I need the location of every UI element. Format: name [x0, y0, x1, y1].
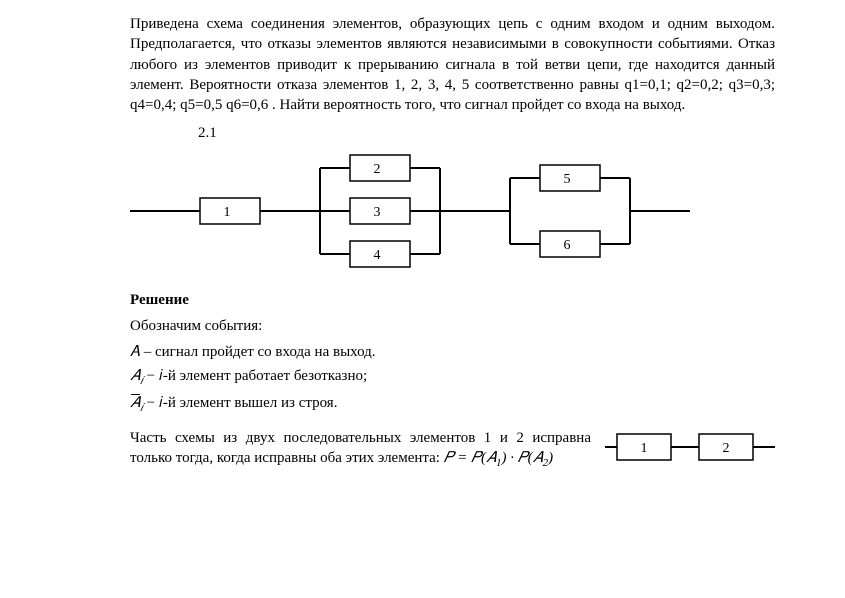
solution-heading: Решение [130, 290, 775, 310]
node-2-label: 2 [374, 162, 381, 177]
node-6-label: 6 [564, 238, 571, 253]
sym-A: 𝐴 [130, 368, 140, 384]
event-Ai-text: − 𝑖-й элемент работает безотказно; [143, 368, 367, 384]
mini-node-1-label: 1 [641, 441, 648, 456]
formula-mid: ) · 𝑃(𝐴 [502, 450, 543, 466]
node-3-label: 3 [374, 205, 381, 220]
series-mini-diagram: 1 2 [605, 432, 775, 462]
event-Ai-bar-text: − 𝑖-й элемент вышел из строя. [143, 395, 338, 411]
formula-end: ) [548, 450, 553, 466]
problem-text: Приведена схема соединения элементов, об… [130, 14, 775, 115]
node-1-label: 1 [224, 205, 231, 220]
events-intro: Обозначим события: [130, 316, 775, 336]
event-Ai-bar: 𝐴𝑖 − 𝑖-й элемент вышел из строя. [130, 393, 775, 416]
event-Ai: 𝐴𝑖 − 𝑖-й элемент работает безотказно; [130, 366, 775, 389]
node-5-label: 5 [564, 172, 571, 187]
formula-P: 𝑃 = 𝑃(𝐴 [444, 450, 496, 466]
mini-node-2-label: 2 [723, 441, 730, 456]
node-4-label: 4 [374, 248, 381, 263]
figure-label: 2.1 [198, 123, 775, 143]
event-A: 𝐴 – сигнал пройдет со входа на выход. [130, 342, 775, 362]
sym-A-bar: 𝐴𝑖 [130, 393, 143, 416]
circuit-diagram: 1 2 3 4 5 6 [130, 146, 775, 276]
series-explanation: Часть схемы из двух последовательных эле… [130, 428, 591, 471]
